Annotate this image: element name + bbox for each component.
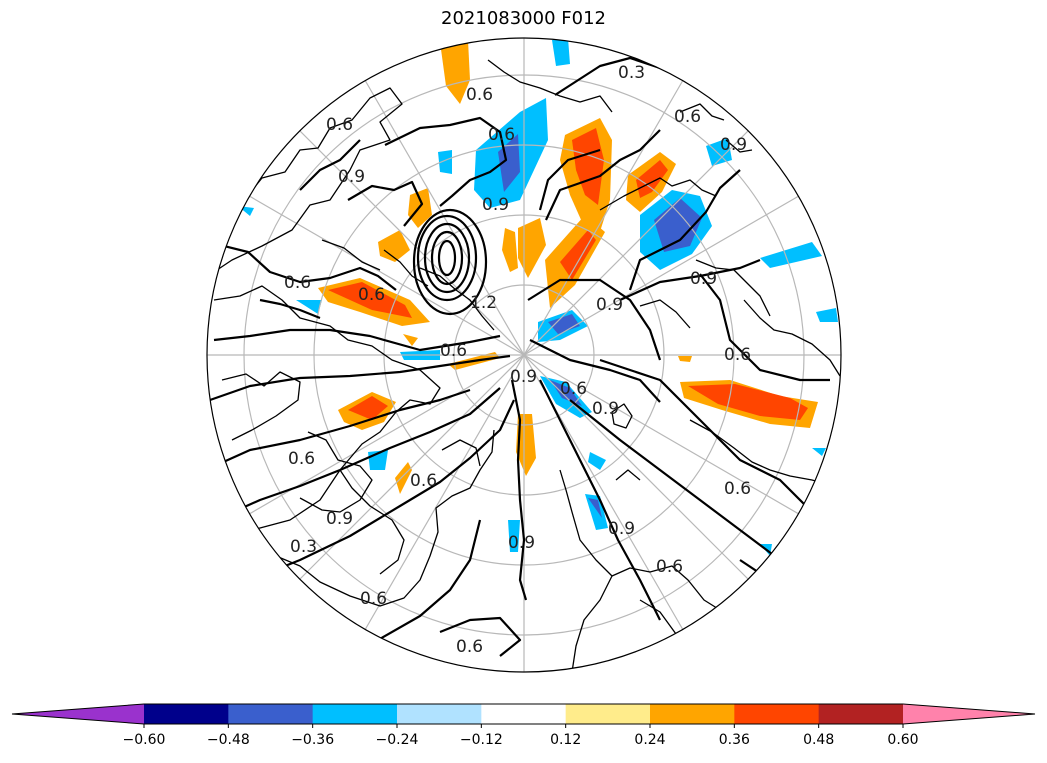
contour-label: 0.9 [510, 367, 537, 387]
contour-label: 0.6 [724, 479, 751, 499]
contour-label: 0.9 [596, 295, 623, 315]
colorbar-box [228, 704, 314, 724]
contour-label: 1.2 [470, 293, 497, 313]
colorbar-tick-label: −0.12 [460, 732, 503, 748]
contour-labels: 0.3 0.6 0.6 0.9 0.9 0.6 0.6 0.9 0.9 0.9 … [284, 63, 751, 657]
colorbar-tick-label: 0.36 [719, 732, 750, 748]
negative-anomaly [706, 138, 732, 166]
negative-anomaly [654, 198, 702, 252]
colorbar-tick-label: −0.60 [123, 732, 166, 748]
contour-label: 0.6 [360, 589, 387, 609]
contour-label: 0.6 [288, 449, 315, 469]
contour-label: 0.6 [488, 125, 515, 145]
colorbar-box [734, 704, 820, 724]
contours [209, 42, 830, 657]
contour-label: 0.6 [410, 471, 437, 491]
negative-anomaly [548, 314, 580, 334]
colorbar-tick-label: −0.48 [207, 732, 250, 748]
negative-anomaly [588, 498, 602, 518]
contour-label: 0.6 [284, 273, 311, 293]
contour-label: 0.6 [674, 107, 701, 127]
contour-label: 0.6 [656, 557, 683, 577]
positive-anomaly [440, 40, 470, 104]
positive-anomaly [688, 384, 808, 420]
negative-anomaly [812, 448, 826, 456]
contour-label: 0.6 [724, 345, 751, 365]
positive-anomaly [636, 160, 668, 198]
contour-label: 0.9 [608, 519, 635, 539]
positive-anomaly [516, 414, 536, 476]
colorbar-tick-label: 0.12 [550, 732, 581, 748]
negative-anomaly [816, 308, 838, 322]
negative-anomaly [585, 494, 608, 530]
colorbar-tick-label: 0.48 [803, 732, 834, 748]
contour-label: 0.6 [456, 637, 483, 657]
contour-label: 0.9 [690, 269, 717, 289]
colorbar-box [481, 704, 567, 724]
positive-anomaly [502, 228, 518, 272]
contour-label: 0.6 [440, 341, 467, 361]
map-title: 2021083000 F012 [441, 8, 606, 29]
positive-anomaly [518, 218, 546, 278]
map-boundary [206, 37, 842, 673]
negative-anomaly [760, 242, 822, 268]
colorbar-tick-label: −0.36 [291, 732, 334, 748]
positive-anomaly [378, 230, 410, 262]
contour-label: 0.6 [466, 85, 493, 105]
colorbar-tick-label: 0.24 [634, 732, 665, 748]
contour-label: 0.9 [720, 135, 747, 155]
positive-anomaly [328, 282, 412, 318]
colorbar-box [144, 704, 229, 724]
contour-label: 0.3 [618, 63, 645, 83]
graticule [207, 38, 841, 672]
colorbar-tick-label: 0.60 [887, 732, 918, 748]
contour-label: 0.9 [508, 533, 535, 553]
coastlines [209, 59, 841, 672]
colorbar-extend-high [903, 704, 1035, 724]
positive-anomaly [403, 334, 418, 346]
positive-anomaly [348, 396, 388, 420]
positive-anomaly [560, 230, 596, 280]
colorbar-tick-label: −0.24 [376, 732, 419, 748]
negative-anomaly [296, 300, 322, 314]
colorbar-box [565, 704, 651, 724]
contour-label: 0.9 [338, 167, 365, 187]
colorbar-box [650, 704, 735, 724]
contour-label: 0.9 [592, 399, 619, 419]
positive-anomaly [395, 462, 412, 494]
negative-anomaly [552, 38, 570, 66]
contour-label: 0.6 [560, 379, 587, 399]
map-content: 0.3 0.6 0.6 0.9 0.9 0.6 0.6 0.9 0.9 0.9 … [207, 38, 841, 672]
positive-anomaly [572, 128, 604, 205]
contour-label: 0.9 [482, 195, 509, 215]
colorbar-box [818, 704, 904, 724]
negative-anomaly [508, 520, 520, 552]
contour-label: 0.9 [326, 509, 353, 529]
shaded-anomalies [238, 38, 838, 556]
positive-anomaly [678, 356, 692, 362]
colorbar: −0.60 −0.48 −0.36 −0.24 −0.12 0.12 0.24 0.36 0.4… [11, 703, 1036, 748]
contour-label: 0.3 [290, 537, 317, 557]
contour-label: 0.6 [326, 115, 353, 135]
colorbar-extend-low [12, 704, 144, 724]
colorbar-box [397, 704, 482, 724]
colorbar-box [312, 704, 398, 724]
negative-anomaly [588, 452, 606, 470]
negative-anomaly [438, 150, 452, 174]
negative-anomaly [550, 380, 582, 406]
contour-label: 0.6 [358, 285, 385, 305]
